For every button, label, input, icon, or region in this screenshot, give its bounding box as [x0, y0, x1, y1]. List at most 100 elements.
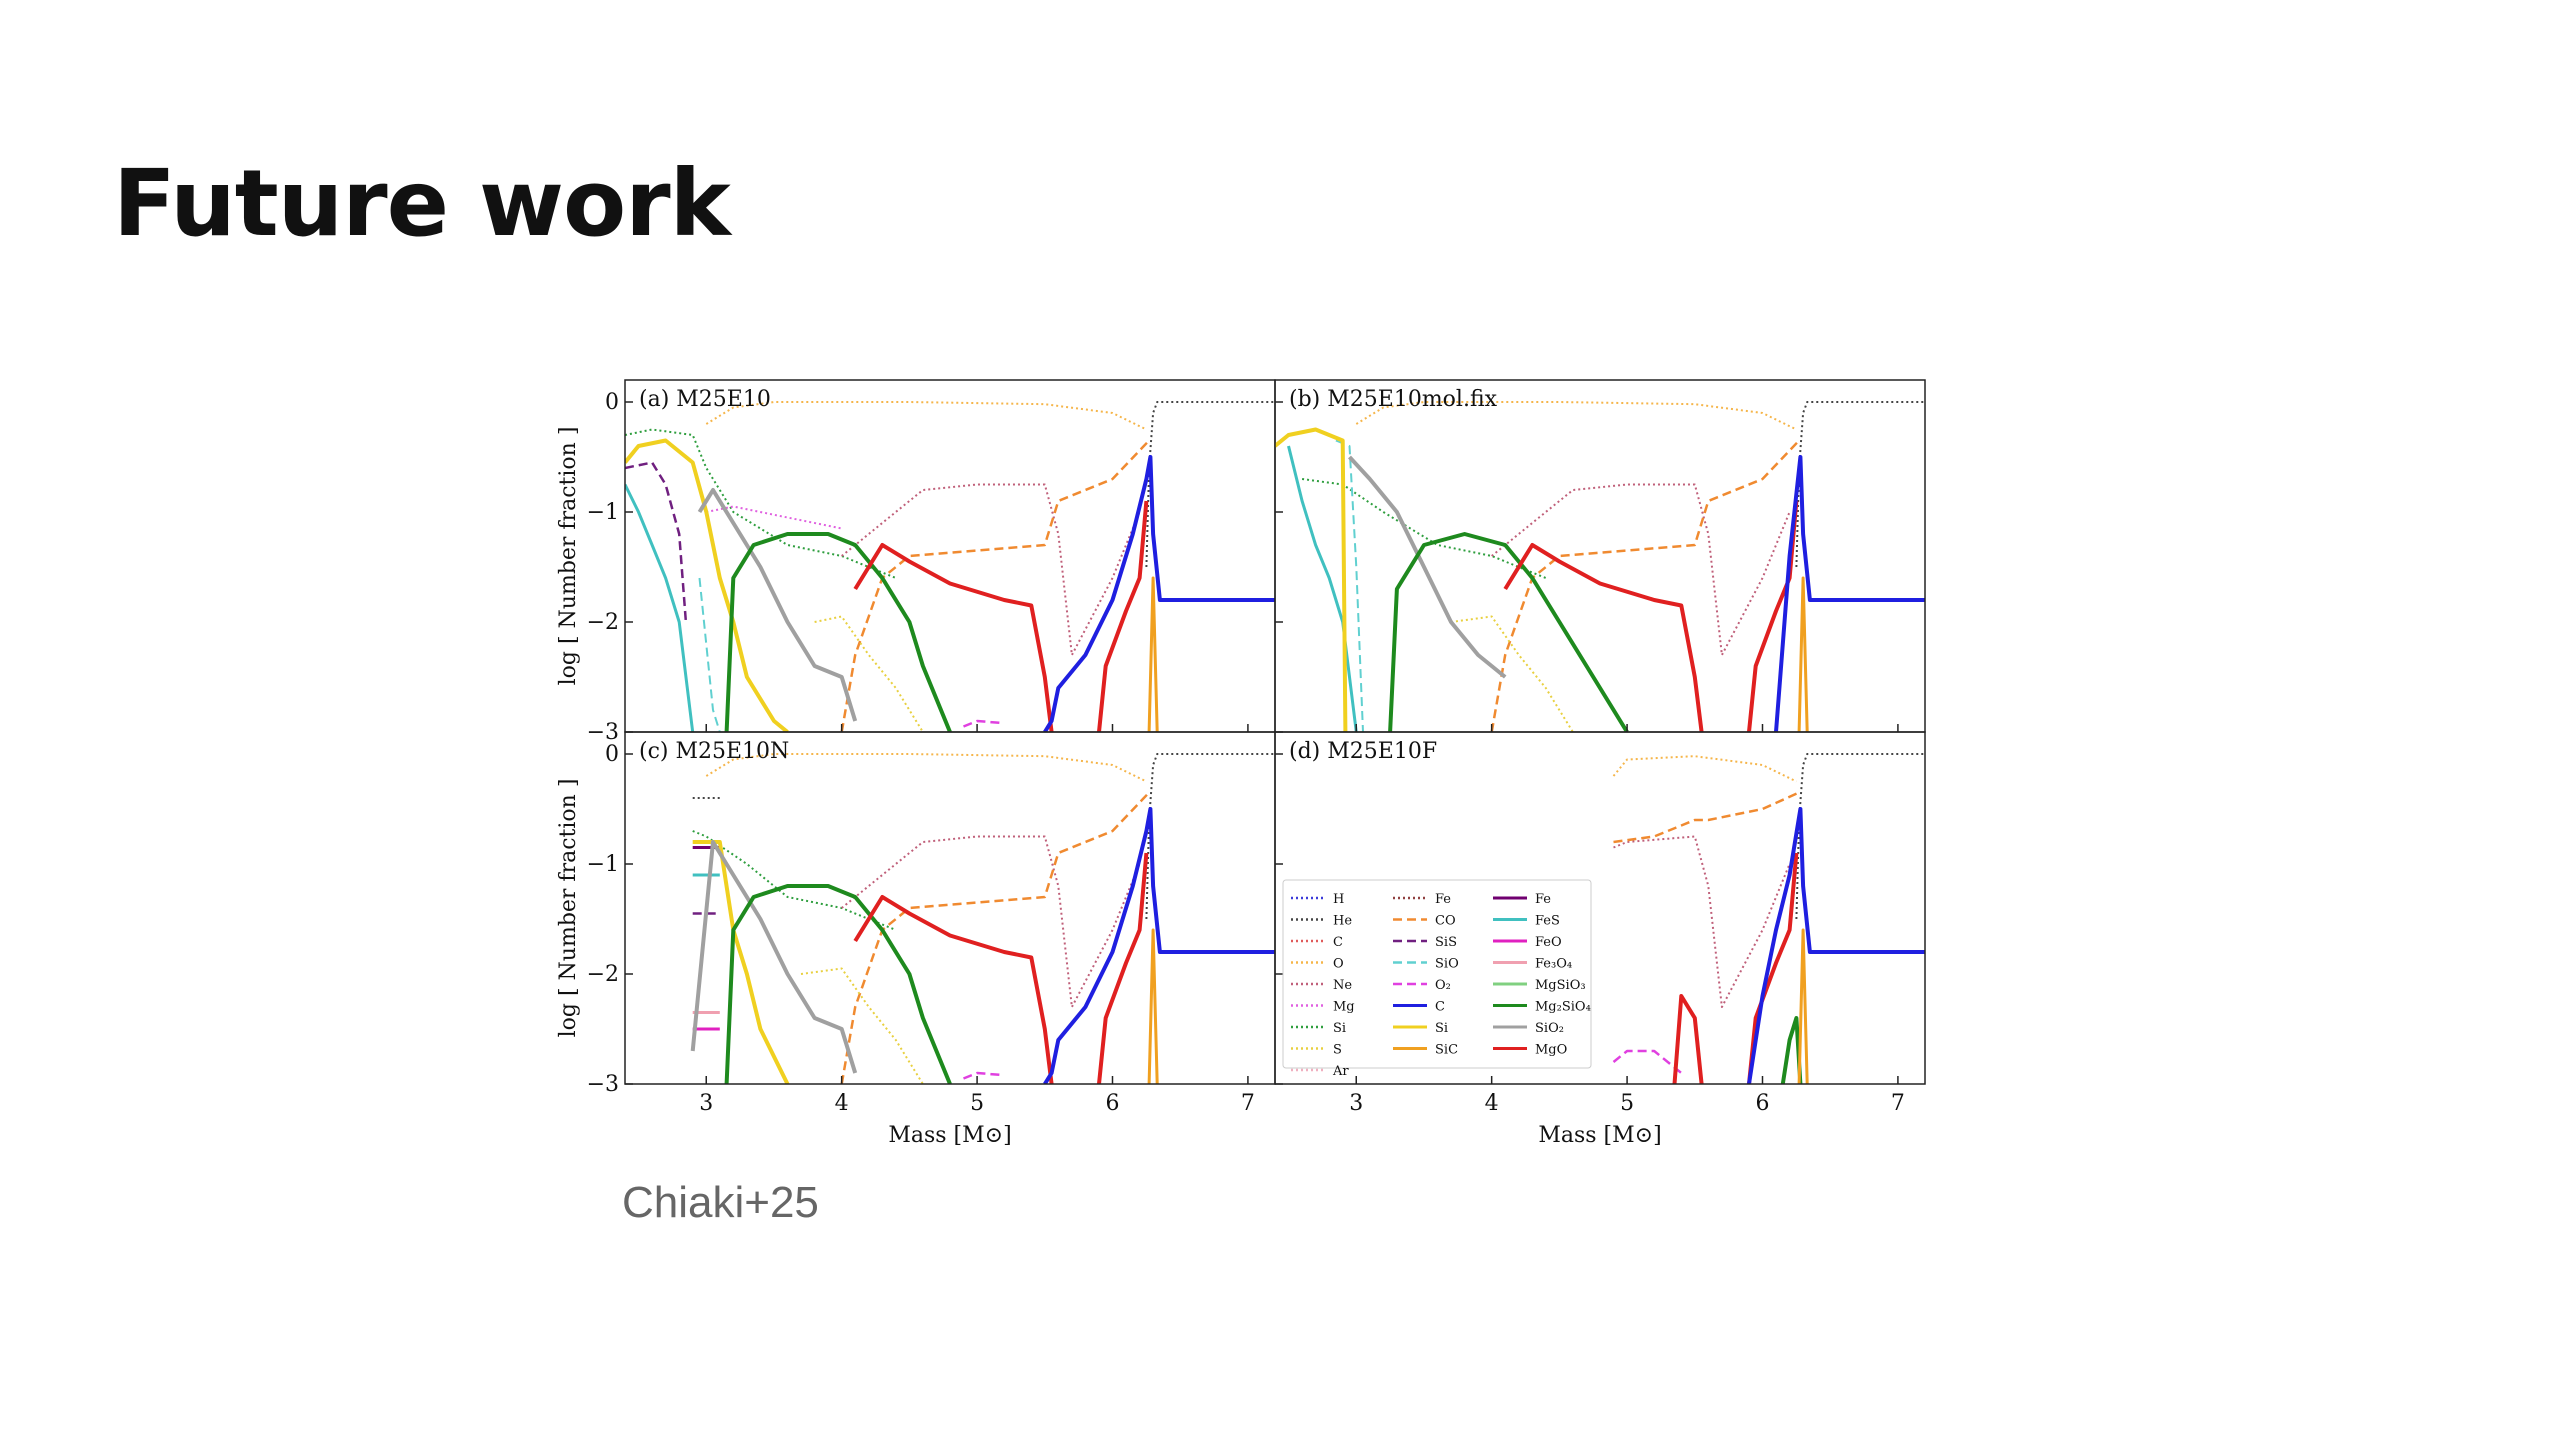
series-line-c-17	[1043, 807, 1275, 1084]
legend-label: S	[1333, 1043, 1342, 1058]
chart-figure: (a) M25E10 0 −1 −2 −3 (b) M25E10mol.fix (c) M2…	[556, 379, 1926, 1148]
series-line-a-0	[1145, 401, 1275, 568]
panel-frame	[1274, 379, 1926, 733]
legend-label: MgSiO₃	[1535, 978, 1586, 993]
series-line-a-5	[840, 439, 1151, 732]
panel-a: (a) M25E10 0 −1 −2 −3	[587, 379, 1276, 745]
panel-frame	[624, 731, 1276, 1085]
panel-b: (b) M25E10mol.fix	[1274, 379, 1926, 733]
series-line-c-16	[1097, 852, 1149, 1084]
legend-label: MgO	[1535, 1043, 1567, 1058]
series-line-b-2	[1301, 478, 1547, 579]
series-line-d-4	[1612, 1049, 1683, 1074]
panel-b-plot	[1275, 401, 1925, 732]
series-line-a-10	[625, 483, 695, 732]
y-tick-label: −2	[587, 610, 619, 635]
legend-label: H	[1333, 892, 1344, 907]
panel-label: (c) M25E10N	[639, 739, 789, 764]
series-line-a-2	[625, 428, 897, 579]
y-tick-label: 0	[605, 742, 619, 767]
legend-label: Fe	[1535, 892, 1551, 907]
legend-box	[1282, 879, 1592, 1069]
series-line-c-4	[840, 791, 1151, 1084]
panel-d-plot	[1612, 753, 1925, 1084]
series-line-d-6	[1747, 852, 1799, 1084]
series-line-c-3	[841, 835, 1141, 1008]
legend-label: C	[1435, 1000, 1445, 1015]
series-line-d-2	[1613, 835, 1791, 1008]
legend-label: O	[1333, 957, 1344, 972]
legend-label: SiC	[1435, 1043, 1458, 1058]
series-line-d-0	[1795, 753, 1925, 920]
series-line-a-7	[698, 577, 721, 732]
series-line-d-8	[1780, 1016, 1803, 1084]
x-tick-label: 5	[970, 1091, 984, 1116]
series-line-a-13	[724, 532, 952, 732]
legend-label: Ar	[1332, 1064, 1349, 1079]
x-tick-label: 5	[1620, 1091, 1634, 1116]
series-line-a-4	[841, 483, 1141, 656]
x-tick-label: 6	[1106, 1091, 1120, 1116]
series-line-c-13	[690, 840, 858, 1074]
series-line-b-4	[1490, 439, 1801, 732]
series-line-a-14	[853, 543, 1054, 732]
series-line-d-1	[1612, 755, 1797, 783]
y-tick-label: −2	[587, 962, 619, 987]
y-axis-label: log [ Number fraction ]	[556, 427, 581, 686]
legend-label: SiS	[1435, 935, 1457, 950]
legend-label: Mg	[1333, 1000, 1355, 1015]
series-line-c-0	[1145, 753, 1275, 920]
x-tick-label: 7	[1891, 1091, 1905, 1116]
x-tick-label: 3	[699, 1091, 713, 1116]
series-line-c-19	[1147, 928, 1159, 1084]
x-tick-label: 6	[1756, 1091, 1770, 1116]
legend: HHeCONeMgSiSArFeCOSiSSiOO₂CSiSiCFeFeSFeO…	[1282, 879, 1592, 1079]
series-line-b-8	[1275, 427, 1348, 732]
series-line-b-11	[1503, 543, 1704, 732]
series-line-c-12	[692, 840, 790, 1084]
series-line-b-1	[1355, 401, 1797, 431]
legend-label: FeO	[1535, 935, 1562, 950]
panel-label: (a) M25E10	[639, 387, 771, 412]
legend-label: CO	[1435, 914, 1456, 929]
y-tick-label: −3	[587, 720, 619, 745]
legend-label: O₂	[1435, 978, 1451, 993]
citation: Chiaki+25	[622, 1178, 819, 1227]
series-line-a-9	[963, 719, 1005, 728]
legend-label: Fe₃O₄	[1535, 957, 1572, 972]
series-line-d-9	[1797, 928, 1809, 1084]
series-line-b-3	[1491, 483, 1791, 656]
series-line-b-0	[1795, 401, 1925, 568]
panel-a-plot	[625, 401, 1275, 732]
slide-title: Future work	[113, 150, 731, 257]
panel-frame	[624, 379, 1276, 733]
series-line-a-17	[1147, 576, 1159, 732]
series-line-b-13	[1774, 455, 1925, 732]
x-axis-label: Mass [M⊙]	[1538, 1123, 1661, 1148]
series-line-c-1	[705, 753, 1147, 783]
panel-d: (d) M25E10F 3 4 5 6 7	[1274, 731, 1926, 1116]
series-line-a-3	[706, 505, 842, 530]
legend-label: He	[1333, 914, 1352, 929]
series-line-a-12	[697, 488, 858, 722]
series-line-c-14	[724, 884, 952, 1084]
series-line-c-15	[853, 895, 1054, 1084]
series-line-a-1	[705, 401, 1147, 431]
y-tick-label: 0	[605, 390, 619, 415]
series-line-c-18	[963, 1071, 1005, 1080]
x-axis-label: Mass [M⊙]	[888, 1123, 1011, 1148]
series-line-d-5	[1672, 994, 1704, 1084]
panel-label: (d) M25E10F	[1289, 739, 1437, 764]
y-tick-label: −1	[587, 500, 619, 525]
figure: (a) M25E10 0 −1 −2 −3 (b) M25E10mol.fix (c) M2…	[545, 368, 1965, 1168]
panel-c-plot	[690, 753, 1275, 1084]
x-tick-label: 4	[835, 1091, 849, 1116]
series-line-a-15	[1097, 500, 1149, 732]
legend-label: Si	[1333, 1021, 1346, 1036]
series-line-a-11	[625, 438, 789, 732]
legend-label: Fe	[1435, 892, 1451, 907]
y-tick-label: −1	[587, 852, 619, 877]
series-line-b-9	[1348, 455, 1507, 679]
legend-label: SiO	[1435, 957, 1459, 972]
series-line-a-16	[1043, 455, 1275, 732]
